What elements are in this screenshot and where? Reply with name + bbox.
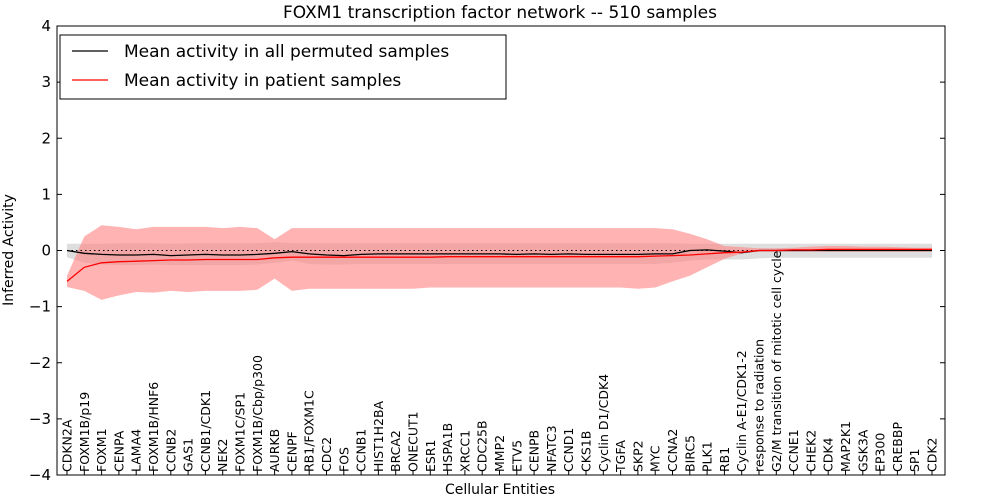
x-tick-label: CENPA xyxy=(111,430,126,472)
x-tick-label: LAMA4 xyxy=(129,429,144,472)
x-tick-label: AURKB xyxy=(267,429,282,472)
x-tick-label: TGFA xyxy=(613,440,628,473)
x-tick-label: CREBBP xyxy=(890,422,905,472)
x-tick-label: RB1/FOXM1C xyxy=(302,390,317,472)
y-axis-label: Inferred Activity xyxy=(1,194,17,306)
y-tick-label: −3 xyxy=(29,410,51,428)
y-tick-label: −1 xyxy=(29,298,51,316)
x-tick-label: BIRC5 xyxy=(682,435,697,472)
x-tick-label: GAS1 xyxy=(181,438,196,472)
x-tick-label: G2/M transition of mitotic cell cycle xyxy=(769,250,784,472)
y-tick-label: 0 xyxy=(41,242,51,260)
x-tick-label: EP300 xyxy=(873,433,888,472)
x-tick-label: MAP2K1 xyxy=(838,421,853,472)
x-tick-label: MMP2 xyxy=(492,435,507,472)
x-tick-label: FOS xyxy=(336,447,351,472)
x-tick-label: CCNA2 xyxy=(665,429,680,472)
line-patient xyxy=(66,248,932,282)
x-tick-label: CENPB xyxy=(527,430,542,472)
x-tick-label: CCNE1 xyxy=(786,429,801,472)
x-tick-label: CDK2 xyxy=(925,437,940,472)
band-patient xyxy=(67,225,932,300)
x-tick-label: FOXM1B/HNF6 xyxy=(146,382,161,472)
y-tick-label: 2 xyxy=(41,129,51,147)
x-tick-label: HIST1H2BA xyxy=(371,400,386,472)
x-tick-label: FOXM1B/Cbp/p300 xyxy=(250,355,265,472)
x-tick-label: CHEK2 xyxy=(803,430,818,472)
x-tick-label: SP1 xyxy=(907,449,922,472)
y-tick-label: 4 xyxy=(41,17,51,35)
x-tick-label: Cyclin D1/CDK4 xyxy=(596,374,611,472)
x-tick-label: CKS1B xyxy=(579,431,594,472)
x-tick-label: SKP2 xyxy=(630,440,645,472)
x-tick-label: ESR1 xyxy=(423,440,438,472)
x-tick-label: BRCA2 xyxy=(388,430,403,472)
x-tick-label: FOXM1C/SP1 xyxy=(233,392,248,472)
plot-area: 4 3 2 1 0 −1 −2 −3 −4 CDKN2A FOXM1B/p19 FOXM1 CENPA L… xyxy=(29,17,946,484)
y-tick-label: 1 xyxy=(41,185,51,203)
x-tick-label: RB1 xyxy=(717,447,732,472)
x-tick-label: GSK3A xyxy=(855,429,870,472)
x-tick-label: Cyclin A-E1/CDK1-2 xyxy=(734,350,749,472)
x-tick-label: CDK4 xyxy=(821,437,836,472)
x-tick-label: FOXM1 xyxy=(94,428,109,472)
legend-label-patient: Mean activity in patient samples xyxy=(124,71,401,91)
x-tick-label: ETV5 xyxy=(509,440,524,472)
x-tick-label: CDC2 xyxy=(319,437,334,472)
legend: Mean activity in all permuted samples Me… xyxy=(59,34,507,100)
y-tick-label: −4 xyxy=(29,466,51,484)
chart-title: FOXM1 transcription factor network -- 51… xyxy=(283,3,717,23)
x-tick-label: HSPA1B xyxy=(440,423,455,472)
x-tick-label: ONECUT1 xyxy=(406,411,421,472)
x-axis-label: Cellular Entities xyxy=(445,482,555,498)
x-tick-label: MYC xyxy=(648,445,663,472)
x-tick-label: CCND1 xyxy=(561,428,576,472)
y-tick-label: 3 xyxy=(41,73,51,91)
x-tick-label: CCNB2 xyxy=(163,429,178,472)
x-tick-label: response to radiation xyxy=(752,339,767,472)
x-tick-label: CENPF xyxy=(284,431,299,472)
x-tick-label: CCNB1/CDK1 xyxy=(198,390,213,472)
x-tick-label: CDKN2A xyxy=(60,419,75,472)
x-tick-label: NEK2 xyxy=(215,439,230,472)
x-tick-label: PLK1 xyxy=(700,441,715,472)
x-tick-label: CCNB1 xyxy=(354,429,369,472)
x-tick-label: FOXM1B/p19 xyxy=(77,392,92,472)
y-tick-label: −2 xyxy=(29,354,51,372)
x-tick-label: NFATC3 xyxy=(544,425,559,472)
legend-label-permuted: Mean activity in all permuted samples xyxy=(124,42,449,62)
legend-box xyxy=(59,34,507,100)
x-tick-label: CDC25B xyxy=(475,420,490,472)
x-tick-label: XRCC1 xyxy=(457,430,472,472)
